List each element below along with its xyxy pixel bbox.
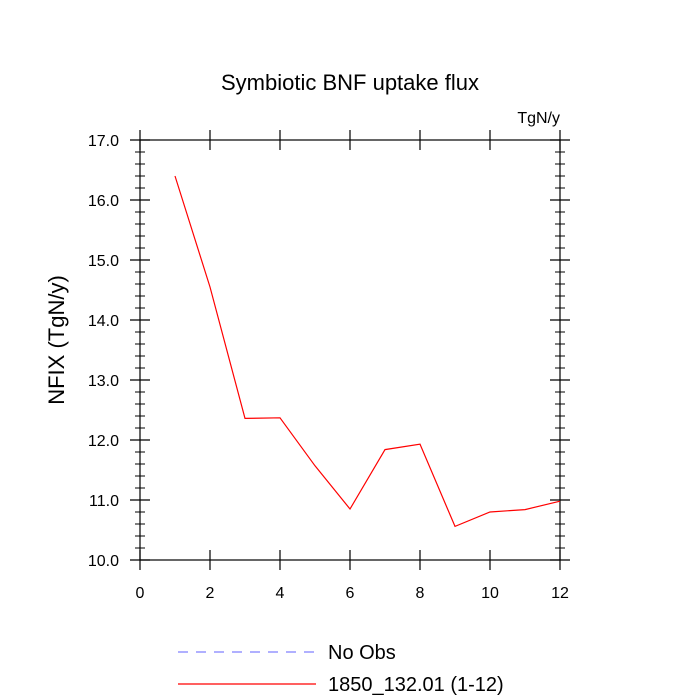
y-axis-label: NFIX (TgN/y)	[44, 275, 69, 405]
x-tick-label: 2	[206, 585, 215, 602]
legend-label-1: No Obs	[328, 642, 396, 664]
units-label: TgN/y	[517, 110, 560, 127]
y-tick-label: 12.0	[88, 433, 119, 450]
y-tick-label: 11.0	[89, 493, 119, 510]
x-tick-label: 12	[551, 585, 569, 602]
axis-ticks	[130, 130, 570, 570]
x-tick-label: 4	[276, 585, 285, 602]
y-tick-label: 17.0	[88, 133, 119, 150]
legend: No Obs 1850_132.01 (1-12)	[178, 642, 504, 696]
x-tick-label: 6	[346, 585, 355, 602]
series-group	[174, 175, 561, 528]
y-tick-label: 13.0	[88, 373, 119, 390]
y-tick-label: 15.0	[88, 253, 119, 270]
y-tick-label: 14.0	[88, 313, 119, 330]
legend-label-2: 1850_132.01 (1-12)	[328, 674, 504, 696]
y-tick-label: 10.0	[88, 553, 119, 570]
plot-frame	[139, 139, 561, 561]
x-tick-label: 0	[136, 585, 145, 602]
y-tick-label: 16.0	[88, 193, 119, 210]
series-line-2	[174, 175, 561, 528]
chart-title: Symbiotic BNF uptake flux	[221, 70, 479, 95]
tick-labels: 0 2 4 6 8 10 12 10.0 11.0 12.0 13.0 14.0 15.0 16.0 17.…	[88, 133, 569, 602]
x-tick-label: 8	[416, 585, 425, 602]
x-tick-label: 10	[481, 585, 499, 602]
